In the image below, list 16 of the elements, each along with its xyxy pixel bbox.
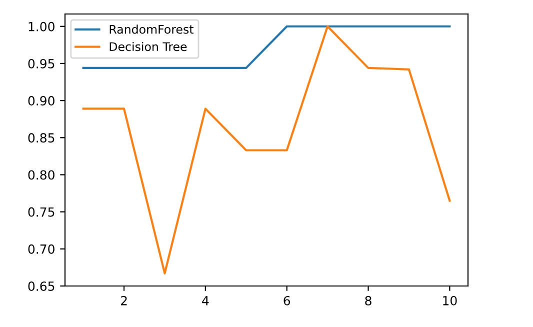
y-tick-label: 0.85 — [28, 133, 54, 143]
y-tick-label: 0.70 — [28, 244, 54, 254]
y-tick-label: 0.65 — [28, 281, 54, 291]
y-tick-label: 0.80 — [28, 170, 54, 180]
y-tick-label: 1.00 — [28, 22, 54, 32]
legend-label: Decision Tree — [110, 42, 187, 52]
line-series — [82, 25, 451, 274]
legend-label: RandomForest — [110, 24, 194, 34]
x-tick-label: 2 — [120, 296, 127, 306]
x-tick-label: 6 — [284, 296, 290, 306]
y-tick-label: 0.90 — [28, 96, 54, 106]
x-tick-label: 8 — [365, 296, 372, 306]
y-tick-label: 0.75 — [28, 207, 54, 217]
x-tick-label: 10 — [443, 296, 457, 306]
y-tick-label: 0.95 — [28, 58, 54, 68]
x-tick-label: 4 — [202, 296, 209, 306]
